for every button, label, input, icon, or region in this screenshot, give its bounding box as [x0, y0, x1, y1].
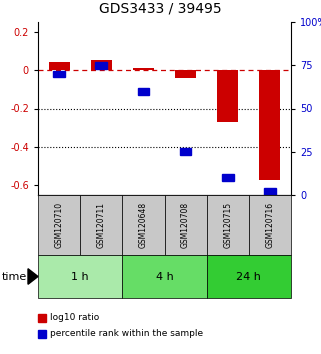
Bar: [259, 70, 281, 179]
Text: GSM120715: GSM120715: [223, 202, 232, 248]
Text: GSM120710: GSM120710: [55, 202, 64, 248]
Bar: [175, 70, 196, 78]
Bar: [137, 88, 149, 95]
Text: percentile rank within the sample: percentile rank within the sample: [50, 330, 203, 338]
Text: GSM120716: GSM120716: [265, 202, 274, 248]
Bar: [91, 61, 112, 70]
Bar: [53, 70, 65, 77]
Bar: [222, 174, 234, 181]
Text: log10 ratio: log10 ratio: [50, 314, 99, 322]
Bar: [133, 68, 154, 70]
Text: GSM120708: GSM120708: [181, 202, 190, 248]
Text: 24 h: 24 h: [236, 272, 261, 281]
Bar: [48, 62, 70, 70]
Text: time: time: [2, 272, 27, 281]
Bar: [95, 62, 107, 69]
Bar: [264, 188, 276, 195]
Text: GDS3433 / 39495: GDS3433 / 39495: [99, 2, 222, 16]
Bar: [217, 70, 238, 122]
Text: 1 h: 1 h: [71, 272, 89, 281]
Text: 4 h: 4 h: [156, 272, 173, 281]
Bar: [180, 148, 192, 155]
Text: GSM120711: GSM120711: [97, 202, 106, 248]
Text: GSM120648: GSM120648: [139, 202, 148, 248]
